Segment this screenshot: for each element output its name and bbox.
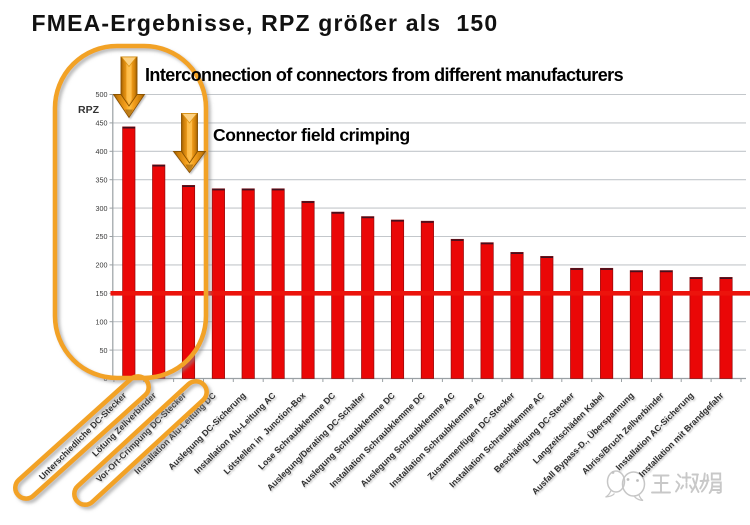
svg-text:400: 400 [96,147,108,156]
svg-text:200: 200 [96,261,108,270]
svg-text:150: 150 [96,289,108,298]
svg-text:300: 300 [96,204,108,213]
svg-text:500: 500 [96,90,108,99]
svg-text:250: 250 [96,232,108,241]
svg-text:FMEA-Ergebnisse, RPZ größer al: FMEA-Ergebnisse, RPZ größer als 150 [32,10,499,36]
svg-text:450: 450 [96,119,108,128]
svg-text:Connector field crimping: Connector field crimping [213,125,410,145]
svg-text:350: 350 [96,175,108,184]
svg-text:Interconnection of connectors: Interconnection of connectors from diffe… [145,65,624,85]
svg-text:RPZ: RPZ [78,104,100,116]
svg-text:50: 50 [100,346,108,355]
svg-text:100: 100 [96,317,108,326]
